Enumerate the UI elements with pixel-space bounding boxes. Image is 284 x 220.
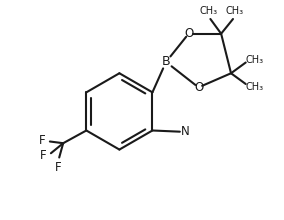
Text: F: F [38,134,45,147]
Text: CH₃: CH₃ [200,6,218,16]
Text: CH₃: CH₃ [245,82,263,92]
Text: F: F [55,161,61,174]
Text: CH₃: CH₃ [225,6,243,16]
Text: O: O [194,81,203,94]
Text: B: B [162,55,170,68]
Text: F: F [40,149,47,162]
Text: CH₃: CH₃ [245,55,263,65]
Text: N: N [181,125,189,138]
Text: O: O [184,27,193,40]
